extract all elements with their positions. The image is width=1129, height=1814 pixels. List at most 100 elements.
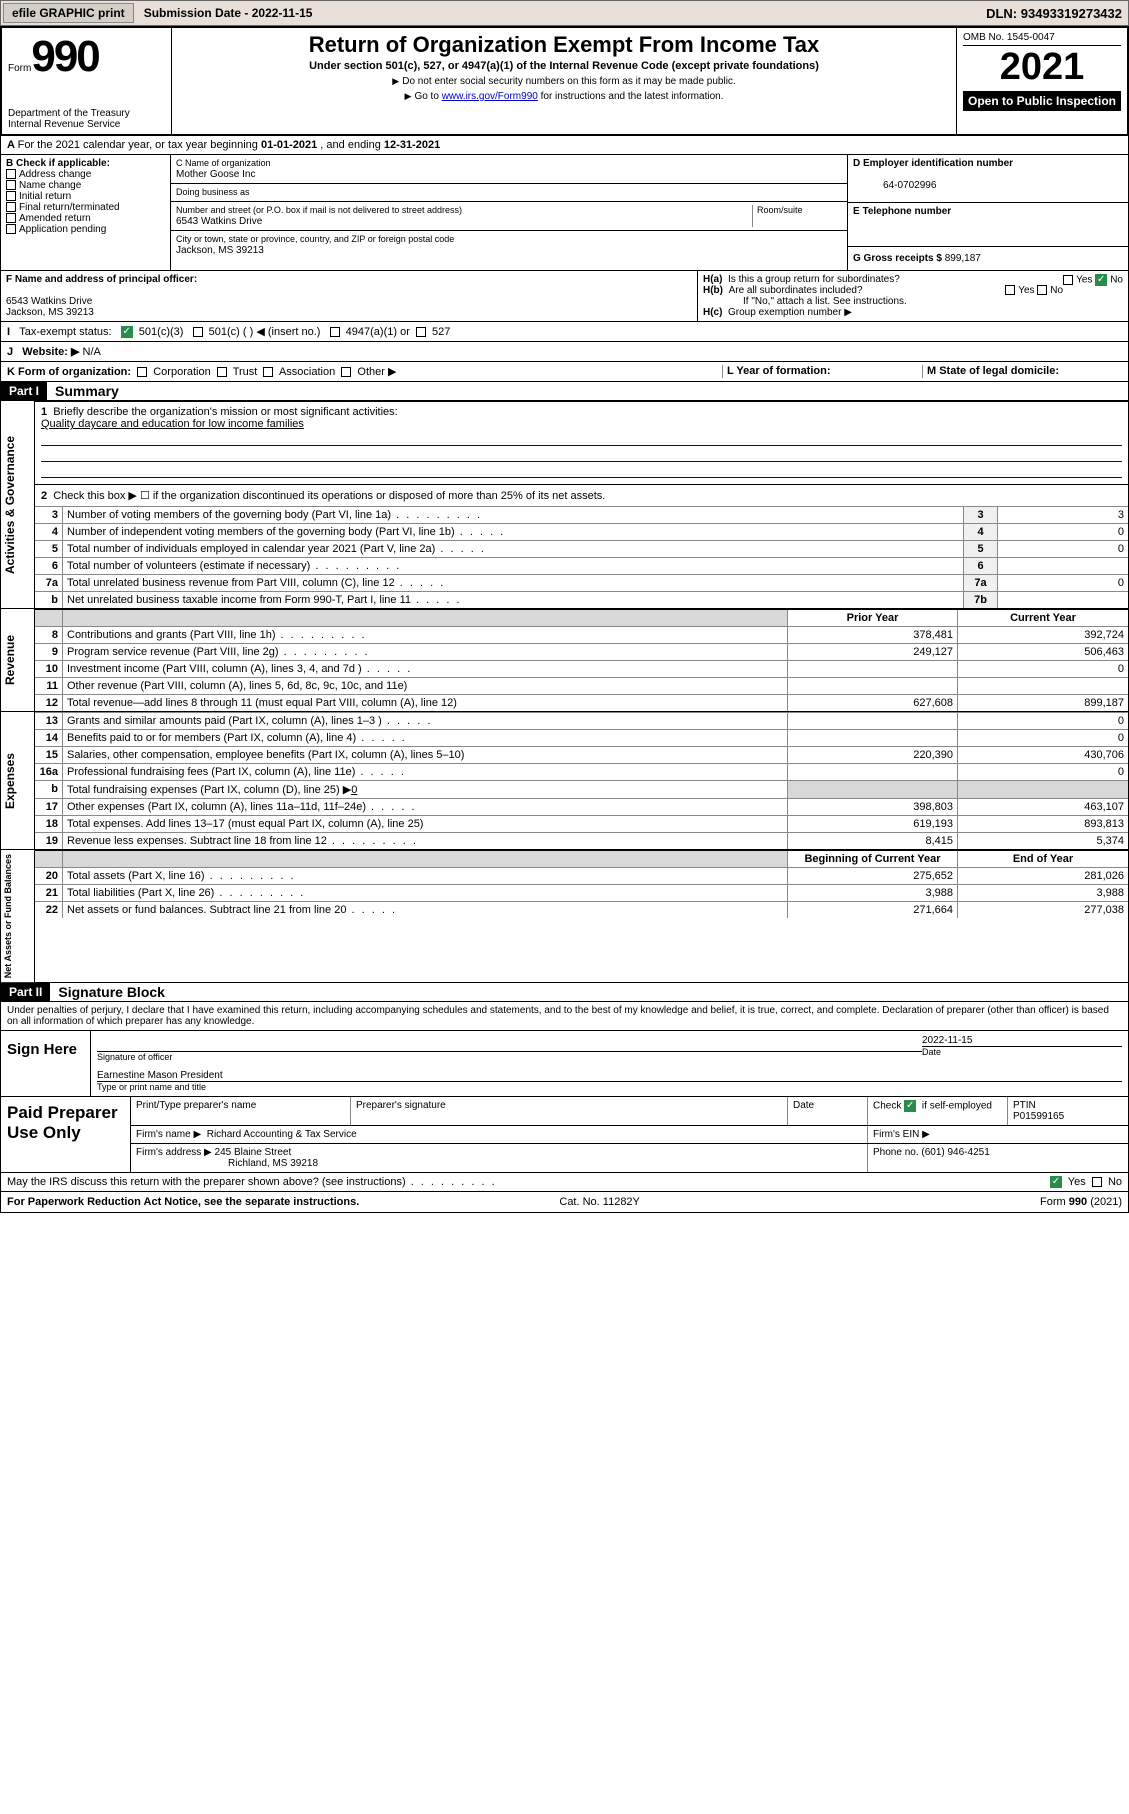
l8-curr: 392,724 bbox=[958, 627, 1128, 643]
i-o1: 501(c)(3) bbox=[139, 326, 184, 338]
k-corp[interactable] bbox=[137, 367, 147, 377]
blank-line bbox=[41, 432, 1122, 446]
l14-text: Benefits paid to or for members (Part IX… bbox=[63, 730, 788, 746]
self-employed-checked[interactable]: ✓ bbox=[904, 1100, 916, 1112]
l8-prior: 378,481 bbox=[788, 627, 958, 643]
checkbox-name-change[interactable] bbox=[6, 180, 16, 190]
hb-yes[interactable] bbox=[1005, 285, 1015, 295]
i-o3: 4947(a)(1) or bbox=[346, 326, 410, 338]
org-address: 6543 Watkins Drive bbox=[176, 216, 262, 227]
blank-line bbox=[41, 448, 1122, 462]
prep-sig-label: Preparer's signature bbox=[351, 1097, 788, 1125]
may-discuss-text: May the IRS discuss this return with the… bbox=[7, 1176, 497, 1188]
ha-no-checked[interactable]: ✓ bbox=[1095, 274, 1107, 286]
l18-text: Total expenses. Add lines 13–17 (must eq… bbox=[63, 816, 788, 832]
part2-badge: Part II bbox=[1, 983, 50, 1001]
firm-addr2: Richland, MS 39218 bbox=[136, 1158, 318, 1169]
l22-text: Net assets or fund balances. Subtract li… bbox=[63, 902, 788, 918]
i-527[interactable] bbox=[416, 327, 426, 337]
may-no[interactable] bbox=[1092, 1177, 1102, 1187]
section-fh: F Name and address of principal officer:… bbox=[0, 271, 1129, 322]
l6-text: Total number of volunteers (estimate if … bbox=[63, 558, 964, 574]
phone-label: Phone no. bbox=[873, 1147, 921, 1158]
dept-treasury: Department of the Treasury bbox=[8, 108, 165, 119]
line-6: 6Total number of volunteers (estimate if… bbox=[35, 557, 1128, 574]
opt-final-return: Final return/terminated bbox=[19, 202, 120, 213]
checkbox-initial-return[interactable] bbox=[6, 191, 16, 201]
l5-val: 0 bbox=[998, 541, 1128, 557]
l9-curr: 506,463 bbox=[958, 644, 1128, 660]
ha-yes[interactable] bbox=[1063, 275, 1073, 285]
tax-year: 2021 bbox=[963, 46, 1121, 89]
opt-address-change: Address change bbox=[19, 169, 91, 180]
l11-text: Other revenue (Part VIII, column (A), li… bbox=[63, 678, 788, 694]
form-number: 990 bbox=[31, 32, 98, 81]
l3-text: Number of voting members of the governin… bbox=[63, 507, 964, 523]
l16a-text: Professional fundraising fees (Part IX, … bbox=[63, 764, 788, 780]
checkbox-address-change[interactable] bbox=[6, 169, 16, 179]
irs-link[interactable]: www.irs.gov/Form990 bbox=[442, 91, 538, 102]
line-18: 18Total expenses. Add lines 13–17 (must … bbox=[35, 815, 1128, 832]
l7b-val bbox=[998, 592, 1128, 608]
current-year-hdr: Current Year bbox=[958, 610, 1128, 626]
line-klm: K Form of organization: Corporation Trus… bbox=[0, 362, 1129, 382]
k-o3: Association bbox=[279, 366, 335, 378]
i-4947[interactable] bbox=[330, 327, 340, 337]
section-net-assets: Net Assets or Fund Balances Beginning of… bbox=[0, 850, 1129, 983]
l9-text: Program service revenue (Part VIII, line… bbox=[63, 644, 788, 660]
line-j: J Website: ▶ N/A bbox=[0, 342, 1129, 362]
l9-prior: 249,127 bbox=[788, 644, 958, 660]
footer: For Paperwork Reduction Act Notice, see … bbox=[0, 1192, 1129, 1213]
firm-addr-label: Firm's address ▶ bbox=[136, 1147, 212, 1158]
i-501c[interactable] bbox=[193, 327, 203, 337]
k-assoc[interactable] bbox=[263, 367, 273, 377]
checkbox-app-pending[interactable] bbox=[6, 224, 16, 234]
checkbox-final-return[interactable] bbox=[6, 202, 16, 212]
line-17: 17Other expenses (Part IX, column (A), l… bbox=[35, 798, 1128, 815]
officer-addr2: Jackson, MS 39213 bbox=[6, 307, 94, 318]
col-c: C Name of organization Mother Goose Inc … bbox=[171, 155, 848, 270]
self-emp-label: if self-employed bbox=[922, 1101, 992, 1112]
l3-val: 3 bbox=[998, 507, 1128, 523]
may-yes-checked[interactable]: ✓ bbox=[1050, 1176, 1062, 1188]
line-16a: 16aProfessional fundraising fees (Part I… bbox=[35, 763, 1128, 780]
l10-text: Investment income (Part VIII, column (A)… bbox=[63, 661, 788, 677]
q1-text: Briefly describe the organization's miss… bbox=[53, 406, 397, 418]
k-trust[interactable] bbox=[217, 367, 227, 377]
l22-curr: 277,038 bbox=[958, 902, 1128, 918]
k-o2: Trust bbox=[233, 366, 258, 378]
hb-note: If "No," attach a list. See instructions… bbox=[703, 296, 1123, 307]
l12-text: Total revenue—add lines 8 through 11 (mu… bbox=[63, 695, 788, 711]
l13-curr: 0 bbox=[958, 713, 1128, 729]
k-o1: Corporation bbox=[153, 366, 210, 378]
may-discuss-row: May the IRS discuss this return with the… bbox=[0, 1173, 1129, 1192]
preparer-block: Paid Preparer Use Only Print/Type prepar… bbox=[0, 1097, 1129, 1173]
efile-print-button[interactable]: efile GRAPHIC print bbox=[3, 3, 134, 23]
checkbox-amended[interactable] bbox=[6, 213, 16, 223]
goto-suffix: for instructions and the latest informat… bbox=[538, 91, 724, 102]
prep-name-label: Print/Type preparer's name bbox=[131, 1097, 351, 1125]
line-20: 20Total assets (Part X, line 16)275,6522… bbox=[35, 867, 1128, 884]
ty-end: 12-31-2021 bbox=[384, 139, 440, 151]
l12-prior: 627,608 bbox=[788, 695, 958, 711]
city-label: City or town, state or province, country… bbox=[176, 234, 454, 244]
k-other[interactable] bbox=[341, 367, 351, 377]
section-revenue: Revenue Prior YearCurrent Year 8Contribu… bbox=[0, 609, 1129, 712]
hb-no[interactable] bbox=[1037, 285, 1047, 295]
vlabel-governance: Activities & Governance bbox=[1, 401, 35, 608]
l10-prior bbox=[788, 661, 958, 677]
phone-value: (601) 946-4251 bbox=[921, 1147, 989, 1158]
officer-addr1: 6543 Watkins Drive bbox=[6, 296, 92, 307]
form-note-link: Go to www.irs.gov/Form990 for instructio… bbox=[178, 91, 950, 102]
form-label: Form bbox=[8, 63, 31, 74]
vlabel-revenue: Revenue bbox=[1, 609, 35, 711]
form-subtitle: Under section 501(c), 527, or 4947(a)(1)… bbox=[178, 60, 950, 72]
may-yes-label: Yes bbox=[1068, 1176, 1086, 1188]
line-2: 2 Check this box ▶ ☐ if the organization… bbox=[35, 484, 1128, 506]
may-no-label: No bbox=[1108, 1176, 1122, 1188]
ein-value: 64-0702996 bbox=[853, 180, 936, 191]
part2-header: Part II Signature Block bbox=[0, 983, 1129, 1002]
i-501c3-checked[interactable]: ✓ bbox=[121, 326, 133, 338]
yes-label2: Yes bbox=[1018, 285, 1034, 296]
l22-prior: 271,664 bbox=[788, 902, 958, 918]
